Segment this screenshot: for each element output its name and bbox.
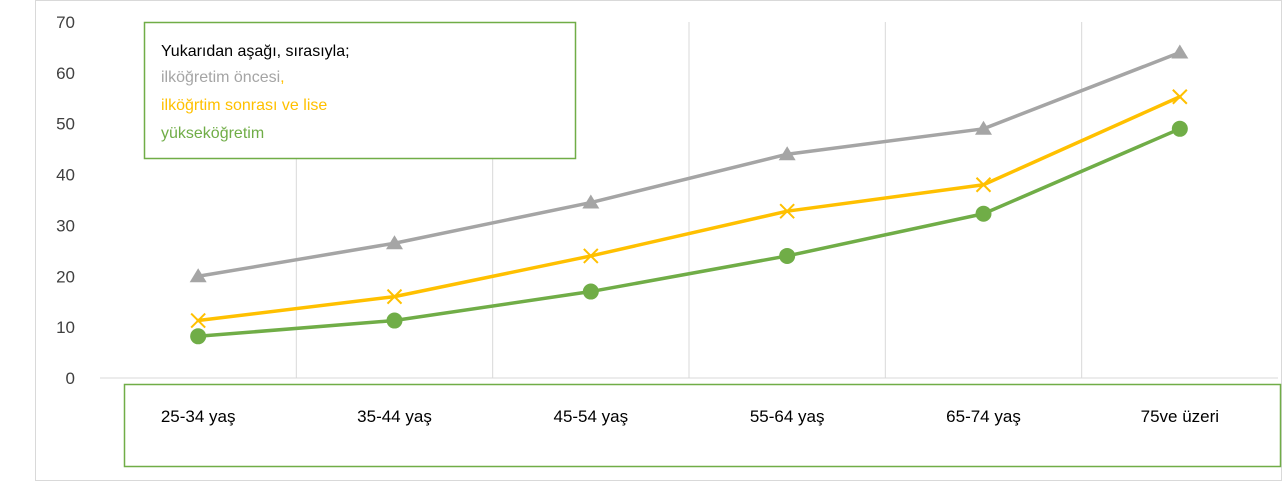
y-tick-label: 30 [56, 216, 75, 235]
category-axis-box [123, 383, 1282, 468]
data-point [1171, 120, 1188, 137]
data-point [779, 203, 795, 219]
data-point [975, 177, 992, 193]
annotation-line-2: ilköğrtim sonrası ve lise [161, 97, 327, 114]
data-point [386, 235, 403, 250]
data-point [190, 328, 207, 345]
y-tick-label: 40 [56, 166, 75, 185]
x-tick-label: 55-64 yaş [750, 407, 825, 426]
y-tick-label: 70 [56, 13, 75, 32]
data-point [386, 288, 403, 305]
y-tick-label: 0 [66, 369, 75, 388]
y-axis-ticks: 0 10 20 30 40 50 60 70 [56, 13, 75, 388]
data-point [582, 194, 600, 209]
series-markers [189, 44, 1189, 345]
y-tick-label: 10 [56, 318, 75, 337]
x-tick-label: 65-74 yaş [946, 407, 1021, 426]
data-point [190, 312, 206, 329]
category-labels: 25-34 yaş 35-44 yaş 45-54 yaş 55-64 yaş 65-7… [161, 407, 1219, 426]
data-point [189, 268, 207, 283]
x-tick-label: 35-44 yaş [357, 407, 432, 426]
data-point [1171, 44, 1189, 59]
data-point [583, 248, 599, 264]
data-point [975, 205, 992, 222]
x-tick-label: 75ve üzeri [1141, 407, 1219, 426]
annotation-line-3: yükseköğretim [161, 125, 264, 142]
annotation-line-1-text: ilköğretim öncesi [161, 69, 280, 86]
annotation-heading: Yukarıdan aşağı, sırasıyla; [161, 43, 350, 60]
series-lines [196, 50, 1182, 339]
data-point [975, 120, 992, 135]
y-tick-label: 20 [56, 267, 75, 286]
series-line-3 [196, 127, 1182, 339]
annotation-line-1: ilköğretim öncesi, [161, 69, 285, 86]
data-point [386, 312, 403, 329]
series-line-2 [196, 95, 1182, 323]
data-point [778, 146, 796, 161]
grid-lines [100, 22, 1278, 379]
y-tick-label: 50 [56, 115, 75, 134]
x-tick-label: 45-54 yaş [553, 407, 628, 426]
data-point [582, 283, 599, 300]
series-line-1 [196, 50, 1182, 279]
y-tick-label: 60 [56, 64, 75, 83]
x-tick-label: 25-34 yaş [161, 407, 236, 426]
annotation-box [143, 21, 577, 160]
data-point [779, 247, 796, 264]
annotation-line-1-suffix: , [280, 69, 284, 86]
data-point [1172, 89, 1188, 105]
